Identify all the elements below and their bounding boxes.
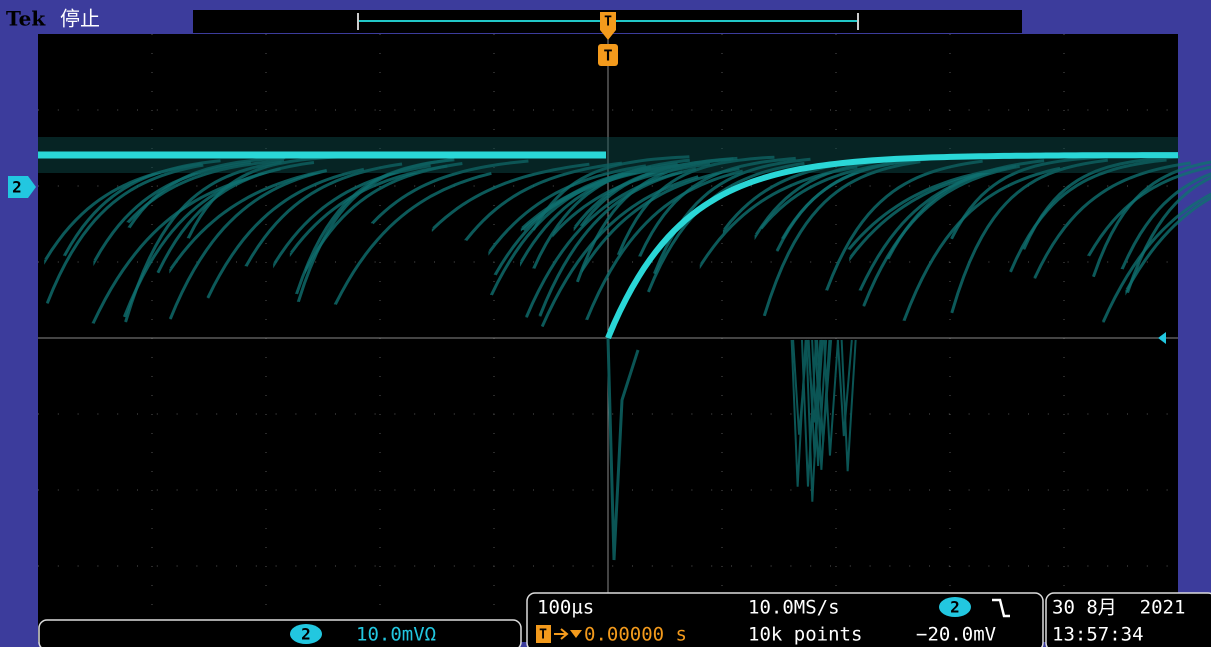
timebase-scale: 100µs [537,597,594,619]
channel-number: 2 [301,625,311,644]
date: 30 8月 2021 [1052,597,1185,619]
sample-rate: 10.0MS/s [748,597,840,619]
channel-box [39,620,521,647]
channel-scale: 10.0mVΩ [356,624,436,646]
trigger-channel: 2 [950,598,960,617]
time: 13:57:34 [1052,624,1144,646]
trigger-level: −20.0mV [916,624,996,646]
record-length: 10k points [748,624,862,646]
delay: 0.00000 s [584,624,687,646]
trigger-position-label: T [604,15,612,30]
brand: Tek [6,7,46,31]
channel-marker-label: 2 [12,178,22,197]
trigger-icon-label: T [539,628,547,643]
acquisition-status: 停止 [60,7,100,31]
oscilloscope-screen: Tek 停止 T T 2 2 10.0mVΩ 100µs 10.0MS/s T … [0,0,1211,647]
trigger-marker-label: T [603,47,612,65]
